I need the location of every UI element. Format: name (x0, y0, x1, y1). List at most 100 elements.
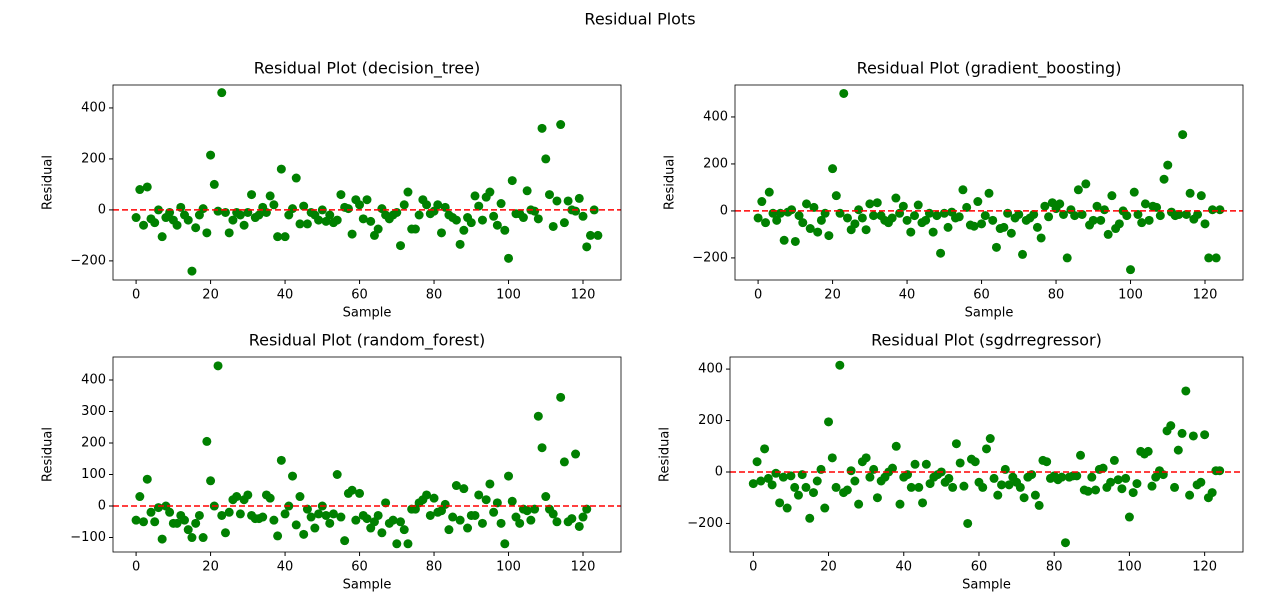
point (276, 164, 286, 174)
y-axis-label: Residual (41, 155, 56, 210)
x-tick-label: 80 (426, 560, 443, 575)
point (496, 199, 506, 209)
point (291, 520, 301, 530)
point (213, 206, 223, 216)
point (332, 470, 342, 480)
point (477, 215, 487, 225)
point (507, 496, 517, 506)
y-tick-label: −200 (687, 516, 723, 531)
point (1077, 209, 1087, 219)
point (485, 187, 495, 197)
point (1036, 233, 1046, 243)
point (1126, 265, 1136, 275)
axes-frame (734, 84, 1244, 281)
subplot: Residual Plot (random_forest) 0 20 40 60 80 10… (41, 331, 622, 593)
point (377, 528, 387, 538)
point (485, 479, 495, 489)
point (831, 191, 841, 201)
y-tick-label: −200 (692, 250, 728, 265)
point (440, 499, 450, 509)
point (1143, 446, 1153, 456)
point (1155, 211, 1165, 221)
point (336, 512, 346, 522)
point (291, 173, 301, 183)
point (1174, 209, 1184, 219)
point (131, 515, 141, 525)
x-tick-label: 0 (749, 560, 757, 575)
point (854, 499, 864, 509)
point (962, 202, 972, 212)
point (1163, 160, 1173, 170)
subplot-title: Residual Plot (decision_tree) (254, 59, 481, 79)
point (1196, 477, 1206, 487)
point (756, 476, 766, 486)
point (541, 492, 551, 502)
subplot-title: Residual Plot (random_forest) (249, 331, 486, 351)
point (247, 190, 257, 200)
point (280, 232, 290, 242)
y-tick-label: 400 (703, 109, 728, 124)
point (865, 472, 875, 482)
point (515, 518, 525, 528)
point (1006, 228, 1016, 238)
y-tick-label: 400 (81, 372, 106, 387)
point (828, 164, 838, 174)
point (422, 200, 432, 210)
point (187, 533, 197, 543)
y-tick-label: 200 (698, 413, 723, 428)
point (314, 215, 324, 225)
point (1114, 219, 1124, 229)
point (869, 211, 879, 221)
point (328, 509, 338, 519)
point (861, 453, 871, 463)
point (748, 479, 758, 489)
point (347, 485, 357, 495)
point (552, 517, 562, 527)
point (556, 120, 566, 130)
point (943, 222, 953, 232)
point (1081, 179, 1091, 189)
point (1124, 512, 1134, 522)
point (150, 218, 160, 228)
x-tick-label: 60 (351, 560, 368, 575)
y-tick-label: 0 (720, 203, 728, 218)
x-tick-label: 20 (202, 288, 219, 303)
point (548, 509, 558, 519)
point (1211, 253, 1221, 263)
point (459, 484, 469, 494)
point (410, 224, 420, 234)
x-tick-label: 100 (496, 288, 521, 303)
point (362, 514, 372, 524)
point (243, 490, 253, 500)
point (932, 211, 942, 221)
point (1166, 421, 1176, 431)
point (559, 457, 569, 467)
x-tick-label: 40 (895, 560, 912, 575)
point (1058, 209, 1068, 219)
point (772, 215, 782, 225)
point (771, 468, 781, 478)
subplot: Residual Plot (gradient_boosting) 0 20 40 60… (663, 59, 1244, 321)
point (921, 215, 931, 225)
point (948, 482, 958, 492)
point (355, 488, 365, 498)
point (258, 512, 268, 522)
point (1076, 450, 1086, 460)
point (399, 525, 409, 535)
point (1185, 490, 1195, 500)
point (809, 202, 819, 212)
point (850, 219, 860, 229)
y-tick-label: 400 (698, 362, 723, 377)
point (977, 219, 987, 229)
subplot: Residual Plot (decision_tree) 0 20 40 60 80 10… (41, 59, 622, 321)
point (403, 187, 413, 197)
point (1004, 480, 1014, 490)
point (340, 536, 350, 546)
point (343, 204, 353, 214)
point (455, 515, 465, 525)
point (895, 499, 905, 509)
point (295, 492, 305, 502)
point (842, 485, 852, 495)
point (872, 493, 882, 503)
